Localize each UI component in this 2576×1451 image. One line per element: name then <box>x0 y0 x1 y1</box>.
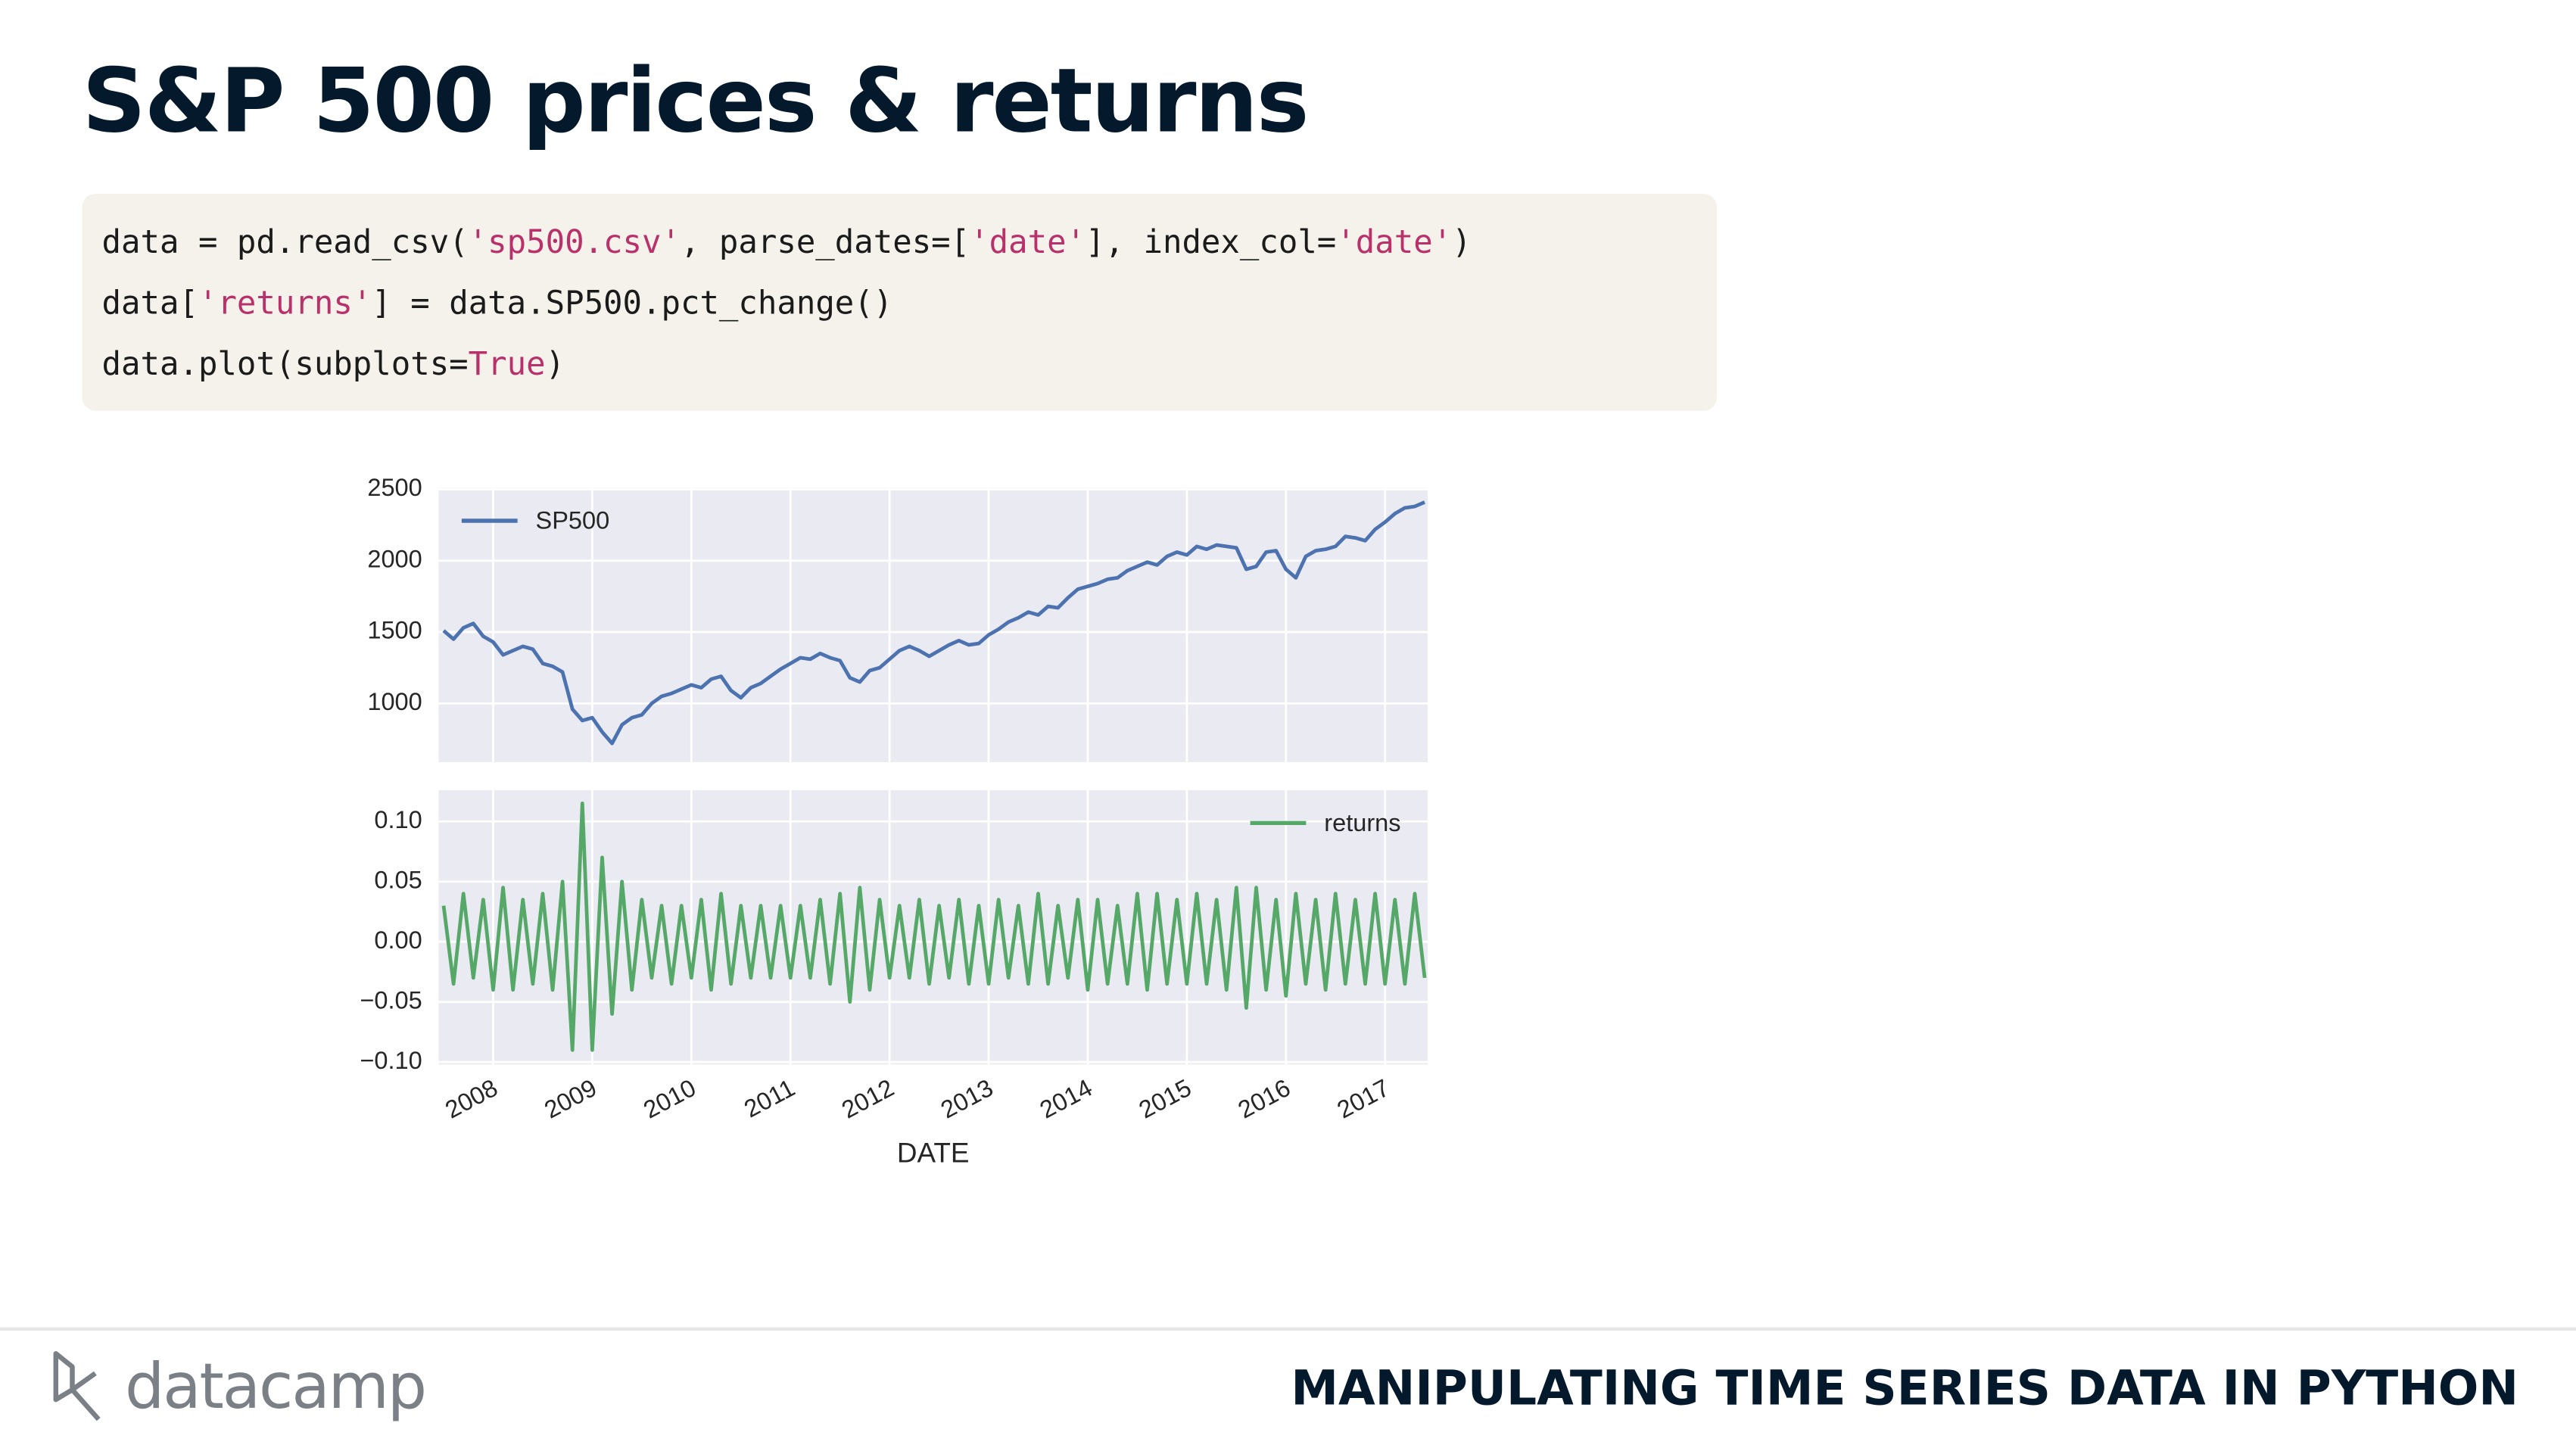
code-token: True <box>468 344 546 383</box>
x-tick-label: 2017 <box>1333 1074 1394 1124</box>
code-token: data.plot(subplots= <box>101 344 469 383</box>
plot-area <box>438 789 1428 1065</box>
code-token: 'date' <box>1336 223 1453 262</box>
x-tick-label: 2008 <box>441 1074 502 1124</box>
code-token: 'date' <box>970 223 1086 262</box>
x-axis-label: DATE <box>897 1137 970 1168</box>
y-tick-label: 0.00 <box>374 926 422 954</box>
code-token: 'returns' <box>198 284 372 322</box>
code-line: data['returns'] = data.SP500.pct_change(… <box>102 284 893 322</box>
footer-rule <box>0 1327 2576 1331</box>
x-tick-label: 2014 <box>1036 1074 1097 1124</box>
brand-logo <box>53 1351 101 1421</box>
series-line <box>441 802 1427 1052</box>
y-tick-label: 0.05 <box>374 866 422 893</box>
code-token: , parse_dates=[ <box>680 223 970 262</box>
code-block: data = pd.read_csv('sp500.csv', parse_da… <box>82 194 1717 411</box>
x-tick-label: 2010 <box>639 1074 700 1124</box>
code-token: ) <box>1452 223 1472 262</box>
y-tick-label: −0.05 <box>360 986 422 1014</box>
y-tick-label: 0.10 <box>374 806 422 833</box>
y-tick-label: −0.10 <box>360 1047 422 1074</box>
x-tick-label: 2015 <box>1135 1074 1196 1124</box>
code-token: 'sp500.csv' <box>468 223 681 262</box>
code-line: data.plot(subplots=True) <box>102 345 565 383</box>
code-token: ] = data.SP500.pct_change() <box>372 284 893 322</box>
code-token: data[ <box>101 284 198 322</box>
x-tick-label: 2009 <box>540 1074 601 1124</box>
code-line: data = pd.read_csv('sp500.csv', parse_da… <box>102 223 1472 261</box>
y-tick-label: 1000 <box>367 688 422 715</box>
course-title: MANIPULATING TIME SERIES DATA IN PYTHON <box>1291 1360 2519 1416</box>
x-tick-label: 2016 <box>1234 1074 1295 1124</box>
brand-name: datacamp <box>124 1350 427 1423</box>
series-line <box>442 500 1426 746</box>
x-tick-label: 2011 <box>740 1074 799 1123</box>
code-token: data = pd.read_csv( <box>101 223 469 262</box>
slide-title: S&P 500 prices & returns <box>82 49 1310 153</box>
x-tick-label: 2012 <box>837 1074 899 1124</box>
y-tick-label: 2500 <box>367 474 422 501</box>
x-tick-label: 2013 <box>936 1074 998 1124</box>
code-token: ) <box>545 344 565 383</box>
y-tick-label: 1500 <box>367 617 422 644</box>
legend-label: SP500 <box>536 507 610 534</box>
code-token: ], index_col= <box>1086 223 1337 262</box>
legend-label: returns <box>1324 809 1400 836</box>
y-tick-label: 2000 <box>367 545 422 572</box>
plot-area <box>438 487 1428 763</box>
